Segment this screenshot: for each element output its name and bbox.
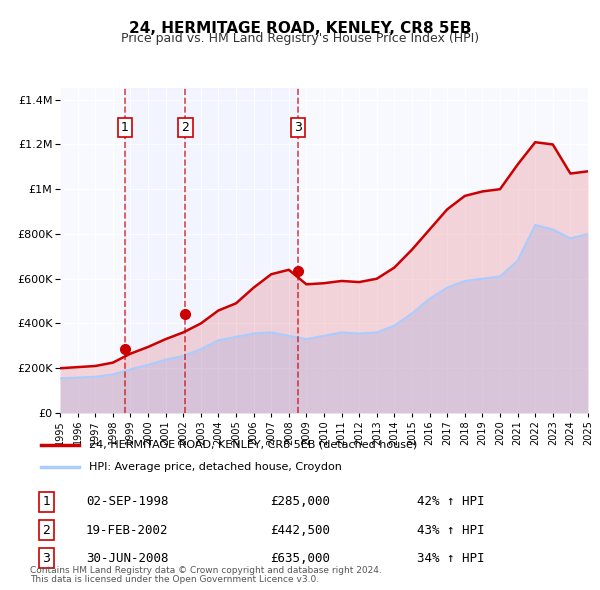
Text: 2: 2 [42,523,50,536]
Text: Contains HM Land Registry data © Crown copyright and database right 2024.: Contains HM Land Registry data © Crown c… [30,566,382,575]
Text: 3: 3 [42,552,50,565]
Text: 24, HERMITAGE ROAD, KENLEY, CR8 5EB: 24, HERMITAGE ROAD, KENLEY, CR8 5EB [129,21,471,35]
Text: £442,500: £442,500 [270,523,330,536]
Text: 3: 3 [293,121,302,134]
Text: 30-JUN-2008: 30-JUN-2008 [86,552,169,565]
Text: 24, HERMITAGE ROAD, KENLEY, CR8 5EB (detached house): 24, HERMITAGE ROAD, KENLEY, CR8 5EB (det… [89,440,418,450]
Text: 2: 2 [182,121,190,134]
Text: HPI: Average price, detached house, Croydon: HPI: Average price, detached house, Croy… [89,462,342,472]
Text: 19-FEB-2002: 19-FEB-2002 [86,523,169,536]
Text: 1: 1 [42,496,50,509]
Text: Price paid vs. HM Land Registry's House Price Index (HPI): Price paid vs. HM Land Registry's House … [121,32,479,45]
Text: £635,000: £635,000 [270,552,330,565]
Text: 34% ↑ HPI: 34% ↑ HPI [418,552,485,565]
Text: £285,000: £285,000 [270,496,330,509]
Text: 02-SEP-1998: 02-SEP-1998 [86,496,169,509]
Bar [125,88,298,413]
Text: 1: 1 [121,121,128,134]
Text: 43% ↑ HPI: 43% ↑ HPI [418,523,485,536]
Text: This data is licensed under the Open Government Licence v3.0.: This data is licensed under the Open Gov… [30,575,319,584]
Text: 42% ↑ HPI: 42% ↑ HPI [418,496,485,509]
